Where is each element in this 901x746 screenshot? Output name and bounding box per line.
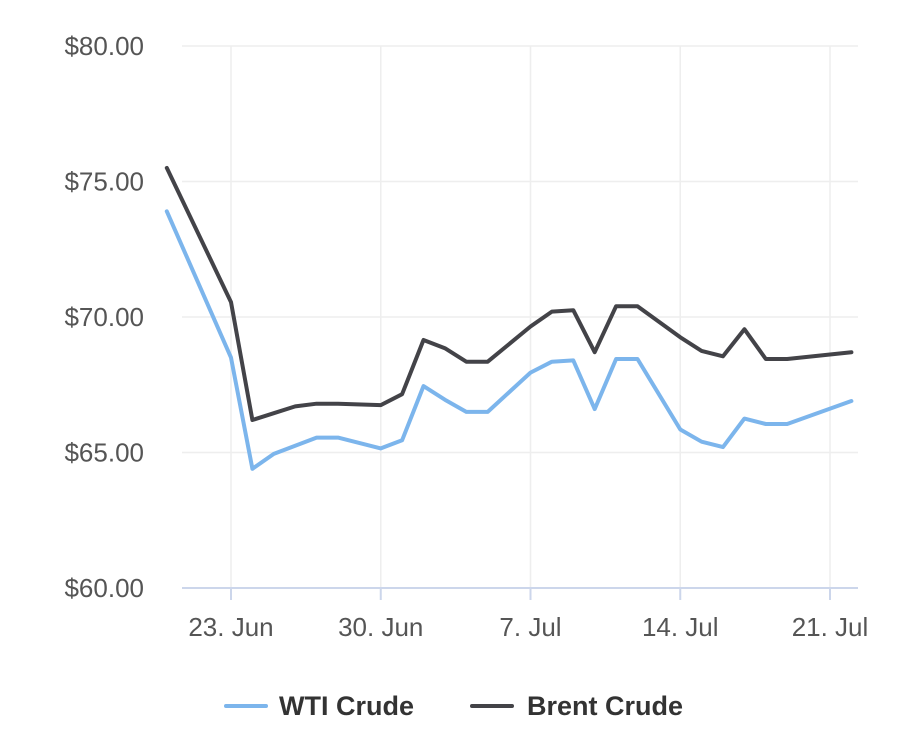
x-tick-label: 21. Jul xyxy=(792,612,869,642)
y-tick-label: $75.00 xyxy=(64,167,144,197)
x-tick-label: 23. Jun xyxy=(188,612,273,642)
series-line-brent-crude[interactable] xyxy=(164,165,854,422)
x-tick-label: 14. Jul xyxy=(642,612,719,642)
legend-item[interactable]: Brent Crude xyxy=(470,691,683,721)
y-tick-label: $65.00 xyxy=(64,438,144,468)
y-tick-label: $80.00 xyxy=(64,31,144,61)
x-tick-label: 30. Jun xyxy=(338,612,423,642)
y-axis-labels: $80.00 $75.00 $70.00 $65.00 $60.00 xyxy=(64,31,144,603)
grid-lines xyxy=(182,45,858,588)
series-line-wti-crude[interactable] xyxy=(164,209,854,471)
legend-label: WTI Crude xyxy=(279,691,414,721)
series-lines xyxy=(164,165,854,471)
y-tick-label: $60.00 xyxy=(64,573,144,603)
legend-item[interactable]: WTI Crude xyxy=(224,691,414,721)
x-axis xyxy=(182,587,858,600)
legend[interactable]: WTI Crude Brent Crude xyxy=(224,691,683,721)
legend-label: Brent Crude xyxy=(527,691,683,721)
x-axis-labels: 23. Jun 30. Jun 7. Jul 14. Jul 21. Jul xyxy=(188,612,868,642)
x-tick-label: 7. Jul xyxy=(499,612,561,642)
y-tick-label: $70.00 xyxy=(64,302,144,332)
